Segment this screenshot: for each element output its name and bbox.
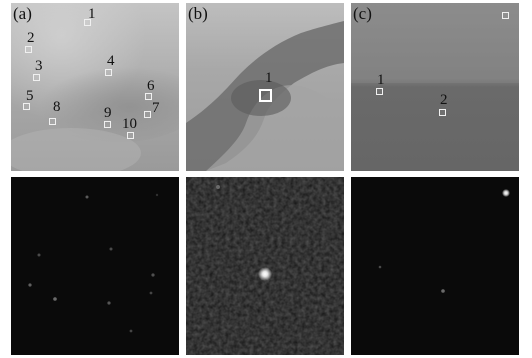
marker-label: 2	[27, 30, 35, 46]
panel-b-top: (b) 1	[186, 3, 344, 171]
marker-box	[376, 88, 383, 95]
marker-box	[23, 103, 30, 110]
marker-box	[33, 74, 40, 81]
marker-label: 1	[377, 72, 385, 88]
marker-box	[259, 89, 272, 102]
marker-box	[439, 109, 446, 116]
marker-label: 2	[440, 92, 448, 108]
marker-box	[84, 19, 91, 26]
panel-a-bottom-image	[11, 177, 179, 355]
panel-b-label: (b)	[188, 4, 208, 23]
panel-c-bottom-image	[351, 177, 519, 355]
panel-c-label: (c)	[353, 4, 372, 23]
marker-box	[144, 111, 151, 118]
marker-label: 6	[147, 78, 155, 94]
marker-box	[105, 69, 112, 76]
panel-a-top: (a) 1 2 3 4 5 6 7 8 9 10	[11, 3, 179, 171]
marker-label: 3	[35, 58, 43, 74]
marker-box	[502, 12, 509, 19]
marker-box	[49, 118, 56, 125]
marker-label: 4	[107, 53, 115, 69]
panel-a-top-image	[11, 3, 179, 171]
marker-label: 5	[26, 88, 34, 104]
marker-label: 1	[88, 6, 96, 22]
panel-b-bottom-image	[186, 177, 344, 355]
panel-a-bottom	[11, 177, 179, 355]
panel-c-bottom	[351, 177, 519, 355]
panel-b-top-image	[186, 3, 344, 171]
marker-label: 9	[104, 105, 112, 121]
panel-a-label: (a)	[13, 4, 32, 23]
marker-label: 1	[265, 70, 273, 86]
panel-c-top: (c) 1 2	[351, 3, 519, 171]
panel-b-bottom	[186, 177, 344, 355]
panel-c-top-image	[351, 3, 519, 171]
marker-box	[127, 132, 134, 139]
marker-label: 10	[122, 116, 137, 132]
marker-box	[104, 121, 111, 128]
marker-box	[145, 93, 152, 100]
marker-label: 7	[152, 100, 160, 116]
marker-label: 8	[53, 99, 61, 115]
marker-box	[25, 46, 32, 53]
